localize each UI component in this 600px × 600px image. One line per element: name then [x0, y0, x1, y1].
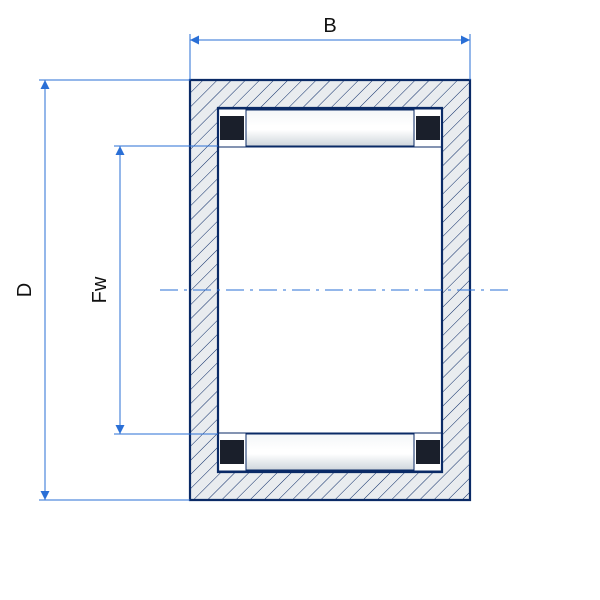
cage-block [416, 440, 440, 464]
roller [246, 110, 414, 146]
cage-block [220, 440, 244, 464]
dim-label-fw: Fw [89, 276, 111, 303]
roller [246, 434, 414, 470]
dim-label-d: D [14, 283, 36, 297]
dim-label-b: B [323, 15, 336, 37]
cage-block [416, 116, 440, 140]
cage-block [220, 116, 244, 140]
